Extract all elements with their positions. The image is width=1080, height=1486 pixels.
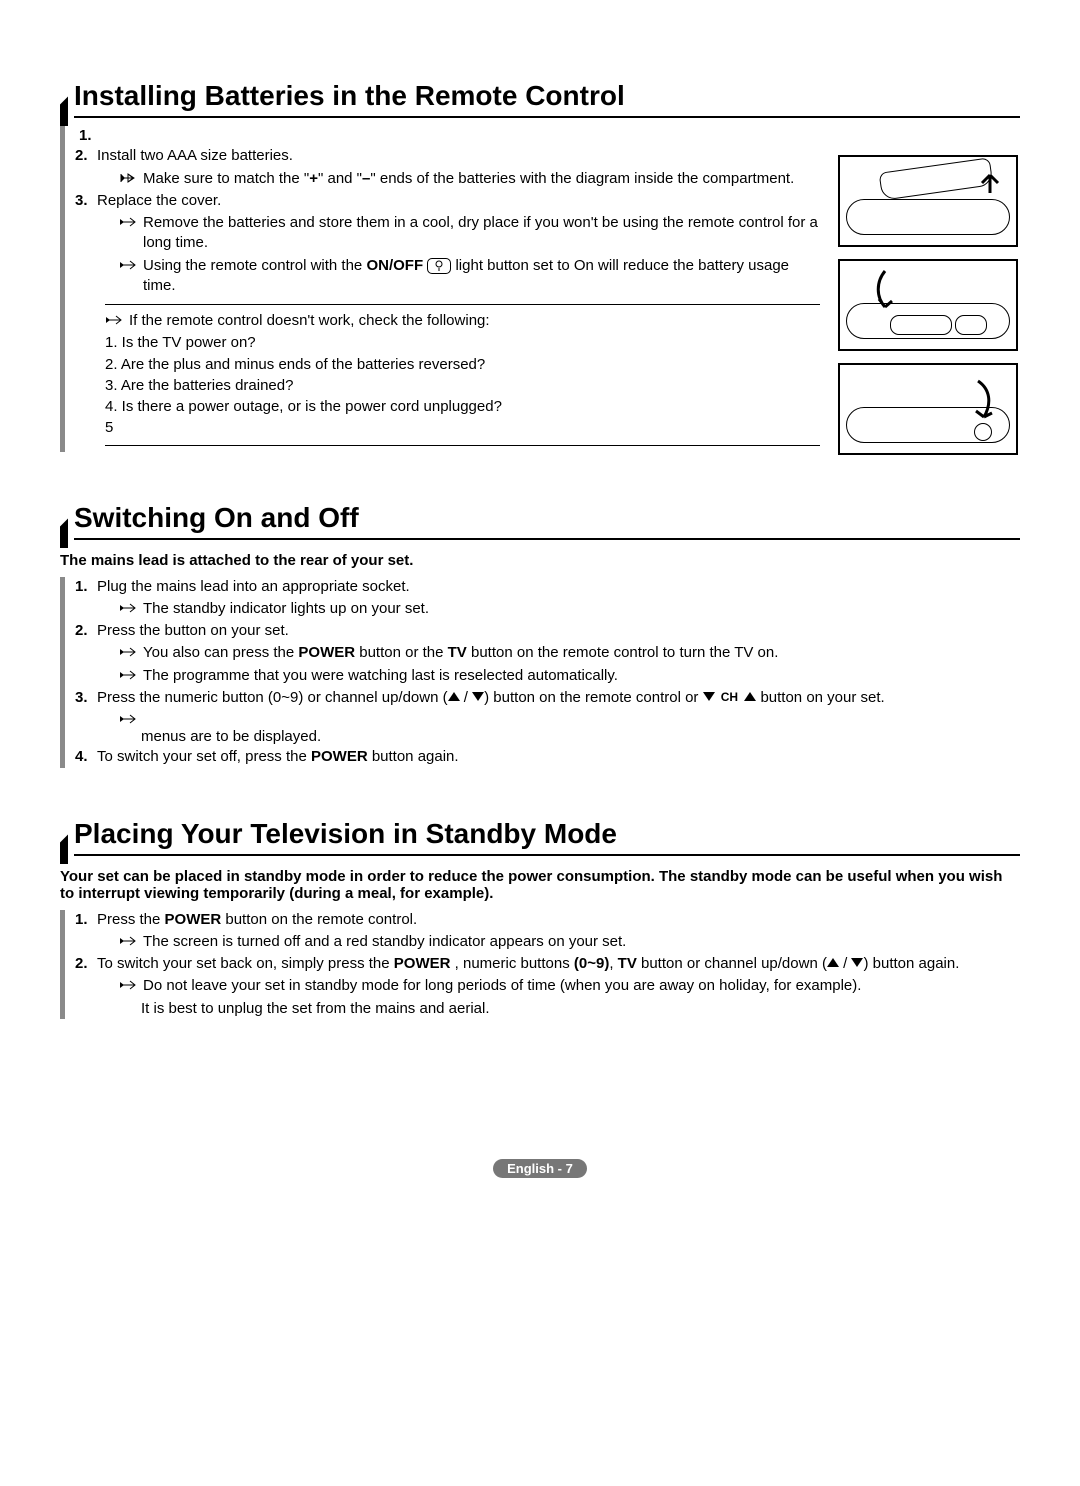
figure-insert-batteries	[838, 259, 1018, 351]
note-arrow-icon	[119, 979, 137, 991]
section-accent-icon	[60, 834, 68, 864]
list-number: 3.	[75, 688, 97, 708]
arrow-down-icon	[968, 375, 1002, 425]
list-number: 1.	[79, 126, 820, 146]
list-number: 2.	[75, 146, 97, 166]
note-text: Using the remote control with the ON/OFF…	[143, 256, 820, 297]
note-text: Make sure to match the "+" and "–" ends …	[143, 169, 794, 189]
troubleshoot-item: 2. Are the plus and minus ends of the ba…	[105, 355, 820, 375]
note-text: menus are to be displayed.	[141, 727, 1020, 747]
ch-label: CH	[721, 690, 738, 704]
step-text: To switch your set back on, simply press…	[97, 955, 959, 972]
divider	[105, 445, 820, 446]
section-side-bar	[60, 126, 65, 452]
note-arrow-icon	[119, 713, 137, 725]
note-arrow-icon	[119, 935, 137, 947]
section-title: Installing Batteries in the Remote Contr…	[74, 80, 1020, 118]
note-arrow-icon	[105, 314, 123, 326]
section-side-bar	[60, 577, 65, 768]
list-number: 3.	[75, 191, 97, 211]
note-text: The programme that you were watching las…	[143, 666, 618, 686]
light-button-icon	[427, 258, 451, 274]
step-text: Replace the cover.	[97, 192, 221, 209]
troubleshoot-item: 3. Are the batteries drained?	[105, 376, 820, 396]
troubleshoot-item: 4. Is there a power outage, or is the po…	[105, 397, 820, 417]
step-text: Plug the mains lead into an appropriate …	[97, 578, 410, 595]
note-arrow-icon	[119, 172, 137, 184]
step-text: Press the POWER button on the remote con…	[97, 911, 417, 928]
section-subtitle: Your set can be placed in standby mode i…	[60, 868, 1020, 902]
arrow-up-icon	[972, 163, 1008, 199]
list-number: 2.	[75, 621, 97, 641]
troubleshoot-item: 1. Is the TV power on?	[105, 333, 820, 353]
step-text: Install two AAA size batteries.	[97, 147, 293, 164]
step-text: Press the button on your set.	[97, 622, 289, 639]
divider	[105, 304, 820, 305]
figure-open-cover	[838, 155, 1018, 247]
step-text: Press the numeric button (0~9) or channe…	[97, 689, 885, 706]
note-text: It is best to unplug the set from the ma…	[141, 999, 1020, 1019]
section-subtitle: The mains lead is attached to the rear o…	[60, 552, 1020, 569]
note-arrow-icon	[119, 669, 137, 681]
note-text: The standby indicator lights up on your …	[143, 599, 429, 619]
figure-close-cover	[838, 363, 1018, 455]
list-number: 2.	[75, 954, 97, 974]
section-switching-on-off: Switching On and Off The mains lead is a…	[60, 502, 1020, 768]
note-text: Remove the batteries and store them in a…	[143, 213, 820, 254]
manual-page: Installing Batteries in the Remote Contr…	[0, 0, 1080, 1486]
note-arrow-icon	[119, 646, 137, 658]
caret-up-icon	[448, 692, 460, 701]
note-text: You also can press the POWER button or t…	[143, 643, 778, 663]
note-arrow-icon	[119, 602, 137, 614]
caret-down-icon	[851, 958, 863, 967]
step-text: To switch your set off, press the POWER …	[97, 748, 459, 765]
section-title: Placing Your Television in Standby Mode	[74, 818, 1020, 856]
troubleshoot-list: 1. Is the TV power on? 2. Are the plus a…	[105, 333, 820, 438]
list-number: 4.	[75, 747, 97, 767]
section-accent-icon	[60, 96, 68, 126]
caret-up-icon	[827, 958, 839, 967]
caret-down-icon	[703, 692, 715, 701]
figure-column	[838, 155, 1018, 467]
note-arrow-icon	[119, 259, 137, 271]
caret-up-icon	[744, 692, 756, 701]
troubleshoot-intro: If the remote control doesn't work, chec…	[129, 311, 490, 331]
page-number-pill: English - 7	[493, 1159, 587, 1178]
note-arrow-icon	[119, 216, 137, 228]
caret-down-icon	[472, 692, 484, 701]
section-side-bar	[60, 910, 65, 1019]
list-number: 1.	[75, 910, 97, 930]
section-standby-mode: Placing Your Television in Standby Mode …	[60, 818, 1020, 1019]
section-title: Switching On and Off	[74, 502, 1020, 540]
arrow-insert-icon	[870, 267, 900, 317]
page-footer: English - 7	[60, 1159, 1020, 1178]
note-text: Do not leave your set in standby mode fo…	[143, 976, 861, 996]
section-accent-icon	[60, 518, 68, 548]
troubleshoot-item: 5	[105, 418, 820, 438]
note-text: The screen is turned off and a red stand…	[143, 932, 626, 952]
list-number: 1.	[75, 577, 97, 597]
